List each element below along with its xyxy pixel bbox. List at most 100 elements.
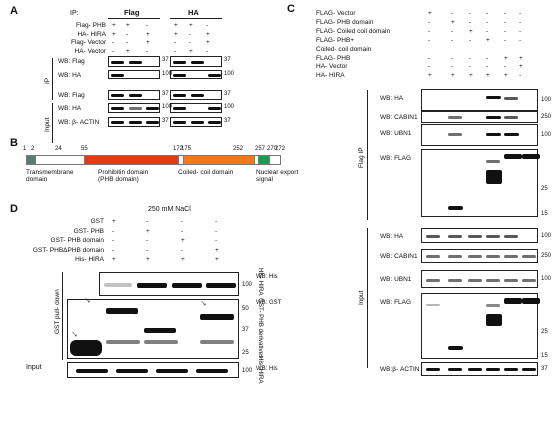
d-blot-his — [99, 272, 239, 296]
c-sign: - — [504, 10, 507, 17]
c-blot-label: WB: FLAG — [380, 299, 412, 306]
a-sign: + — [112, 30, 116, 38]
c-band — [448, 279, 462, 282]
c-band — [426, 235, 440, 238]
c-blot — [421, 293, 540, 359]
d-row-label: GST- PHB domain — [50, 237, 104, 244]
d-mw-top: 100 — [242, 282, 253, 288]
c-band — [486, 170, 502, 184]
a-band — [146, 107, 159, 110]
a-sign: - — [112, 47, 115, 55]
a-blot-label: WB: Flag — [58, 92, 85, 99]
a-band — [191, 60, 204, 64]
d-mw-gst: 25 — [242, 350, 249, 356]
a-band — [146, 121, 159, 124]
a-mw: 37 — [162, 91, 169, 97]
a-sign: - — [146, 47, 149, 55]
d-mw-input: 100 — [242, 368, 253, 374]
a-band — [208, 121, 221, 124]
c-blot — [421, 124, 538, 146]
panel-a-label: A — [10, 5, 18, 17]
c-blot-label: WB:β- ACTIN — [380, 366, 420, 373]
c-sign: - — [469, 54, 472, 62]
c-band — [468, 235, 482, 238]
c-input-label: Input — [358, 290, 365, 305]
c-band — [486, 314, 502, 326]
a-blot-label: WB: Flag — [58, 58, 85, 65]
c-mw: 250 — [541, 114, 552, 120]
c-band — [504, 255, 518, 258]
b-tick: 272 — [275, 146, 286, 152]
c-band — [448, 368, 462, 371]
c-sign: - — [428, 63, 431, 71]
c-band — [448, 133, 462, 136]
a-sign: + — [112, 22, 116, 29]
c-blot — [421, 228, 538, 243]
nes-domain — [258, 155, 270, 165]
c-sign: + — [504, 72, 508, 80]
d-row-label: GST- PHB — [73, 227, 104, 235]
c-mw: 100 — [541, 276, 552, 282]
a-blot-ha — [170, 90, 222, 100]
c-sign: - — [504, 36, 507, 44]
c-band — [468, 368, 482, 371]
c-sign: - — [451, 63, 454, 71]
a-band — [173, 73, 186, 77]
c-sign: + — [486, 72, 490, 80]
c-band — [448, 346, 463, 350]
c-sign: - — [519, 18, 522, 26]
c-sign: - — [504, 27, 507, 35]
d-blot-input — [67, 362, 239, 378]
c-sign: + — [451, 18, 455, 26]
c-blot — [421, 149, 540, 217]
nes-label: Nuclear export signal — [256, 169, 299, 183]
a-mw-ha: 37 — [224, 57, 231, 63]
a-band — [129, 107, 142, 110]
d-sign: + — [181, 237, 185, 244]
pulldown-label: GST pull- down — [54, 289, 61, 334]
a-band — [129, 60, 142, 64]
a-sign: - — [189, 30, 192, 38]
c-blot-label: WB: UBN1 — [380, 130, 412, 137]
c-sign: + — [519, 63, 523, 71]
nacl-label: 250 mM NaCl — [148, 206, 191, 213]
a-mw-ha: 37 — [224, 91, 231, 97]
c-mw: 100 — [541, 232, 552, 239]
a-band — [111, 94, 124, 97]
a-sign: + — [126, 47, 130, 55]
c-sign: - — [486, 63, 489, 71]
c-sign: + — [519, 54, 523, 62]
input-side-label: Input — [44, 117, 51, 132]
c-blot — [421, 249, 538, 263]
gst-band-lane1 — [70, 340, 102, 356]
c-sign: + — [504, 54, 508, 62]
c-sign: - — [469, 18, 472, 26]
c-band — [486, 368, 500, 371]
c-sign: - — [486, 18, 489, 26]
c-sign: + — [451, 72, 455, 80]
c-mw: 25 — [541, 329, 548, 336]
c-band — [522, 279, 536, 282]
c-sign: + — [486, 36, 490, 44]
c-band — [522, 368, 536, 371]
c-sign: + — [469, 27, 473, 35]
d-sign: - — [215, 218, 218, 225]
d-r2: WB: GST — [256, 300, 282, 306]
b-tick: 252 — [233, 146, 244, 152]
phb-domain — [84, 155, 179, 165]
d-sign: - — [215, 227, 218, 235]
ip-label: IP: — [70, 10, 79, 17]
d-mw-gst: 37 — [242, 327, 249, 333]
c-sign: + — [469, 72, 473, 80]
gst-bg-3 — [144, 340, 178, 344]
c-blot-label: WB: HA — [380, 232, 404, 240]
cc-domain — [183, 155, 255, 165]
c-sign: - — [451, 54, 454, 62]
gst-phb-band — [106, 308, 138, 314]
a-band — [173, 107, 186, 110]
c-mw: 37 — [541, 366, 548, 372]
d-row-label: His- HIRA — [75, 256, 104, 263]
c-sign: - — [428, 54, 431, 62]
d-sign: - — [146, 246, 149, 254]
c-sign: - — [451, 36, 454, 44]
